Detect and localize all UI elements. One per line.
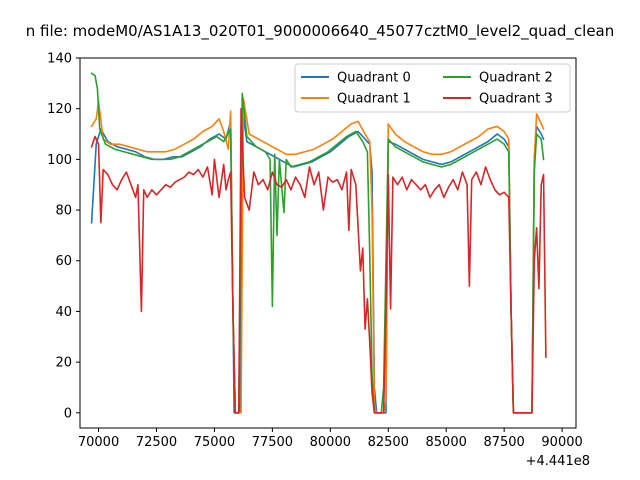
x-tick-label: 85000 [426, 435, 467, 450]
x-tick-label: 70000 [78, 435, 119, 450]
legend-label-quadrant-0: Quadrant 0 [337, 71, 411, 86]
y-tick-label: 100 [47, 153, 72, 168]
axes-frame [79, 57, 577, 429]
series-line-quadrant-0 [90, 107, 545, 414]
legend-box [294, 63, 571, 113]
y-tick-label: 0 [64, 406, 72, 421]
series-line-quadrant-1 [90, 97, 545, 414]
x-tick-label: 80000 [310, 435, 351, 450]
y-tick-label: 120 [47, 102, 72, 117]
x-tick-label: 72500 [136, 435, 177, 450]
plot-area [90, 72, 547, 414]
x-tick-label: 75000 [194, 435, 235, 450]
y-tick-label: 60 [55, 254, 72, 269]
y-tick-label: 80 [55, 204, 72, 219]
legend: Quadrant 0 Quadrant 1 Quadrant 2 Quadrant 3 [294, 63, 571, 113]
chart-title: n file: modeM0/AS1A13_020T01_9000006640_… [26, 22, 615, 41]
y-tick-label: 140 [47, 52, 72, 67]
legend-label-quadrant-1: Quadrant 1 [337, 92, 411, 107]
x-tick-label: 90000 [541, 435, 582, 450]
series-line-quadrant-3 [90, 107, 547, 414]
x-tick-label: 82500 [368, 435, 409, 450]
y-tick-label: 20 [55, 356, 72, 371]
y-tick-label: 40 [55, 305, 72, 320]
legend-label-quadrant-2: Quadrant 2 [479, 71, 553, 86]
x-tick-label: 77500 [252, 435, 293, 450]
x-tick-label: 87500 [483, 435, 524, 450]
x-offset-label: +4.441e8 [526, 454, 590, 469]
series-line-quadrant-2 [90, 72, 545, 414]
axes: 70000 72500 75000 77500 80000 82500 85000 87500… [47, 52, 583, 451]
legend-label-quadrant-3: Quadrant 3 [479, 92, 553, 107]
